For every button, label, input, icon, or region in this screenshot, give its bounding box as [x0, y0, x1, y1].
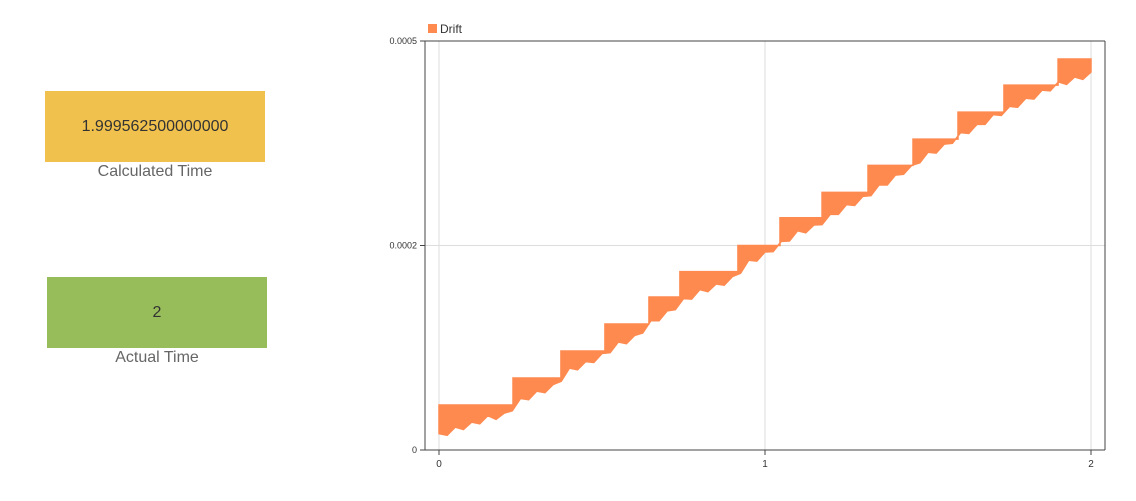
x-tick-label: 1: [762, 459, 768, 470]
actual-time-label: Actual Time: [115, 349, 199, 366]
actual-time-value: 2: [47, 277, 267, 348]
calculated-time-label: Calculated Time: [97, 163, 213, 180]
drift-area: [438, 58, 1092, 437]
x-tick-label: 0: [436, 459, 442, 470]
x-tick-label: 2: [1088, 459, 1094, 470]
calculated-time-value: 1.999562500000000: [45, 91, 265, 162]
y-tick-label: 0.0005: [389, 36, 417, 46]
y-tick-label: 0: [412, 445, 417, 455]
legend-swatch-drift: [428, 24, 437, 33]
y-tick-label: 0.0002: [389, 241, 417, 251]
legend[interactable]: Drift: [428, 22, 463, 36]
legend-label-drift: Drift: [440, 22, 463, 36]
